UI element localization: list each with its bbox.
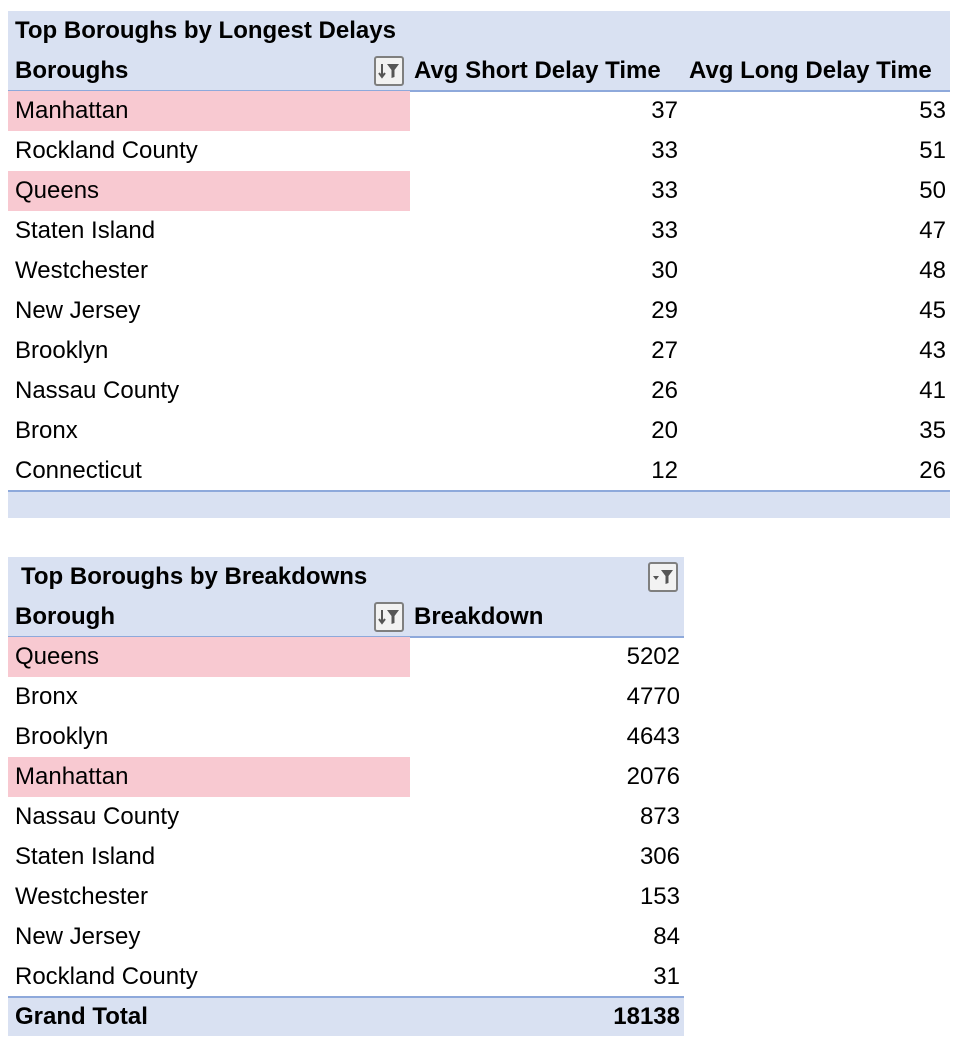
table-row[interactable]: Connecticut 12 26	[8, 451, 950, 491]
row-borough[interactable]: Brooklyn	[15, 337, 109, 364]
row-breakdown[interactable]: 84	[653, 923, 680, 950]
row-breakdown[interactable]: 153	[639, 883, 680, 910]
row-borough[interactable]: Rockland County	[15, 137, 198, 164]
row-avg-short[interactable]: 12	[651, 457, 678, 484]
row-borough[interactable]: Nassau County	[15, 377, 180, 404]
row-avg-short[interactable]: 29	[651, 297, 678, 324]
table-row[interactable]: Rockland County 31	[8, 957, 684, 997]
row-breakdown[interactable]: 306	[639, 843, 680, 870]
row-breakdown[interactable]: 4770	[626, 683, 680, 710]
row-borough[interactable]: Westchester	[15, 883, 148, 910]
sort-filter-glyph	[378, 610, 399, 625]
row-borough[interactable]: Nassau County	[15, 803, 180, 830]
row-avg-short[interactable]: 20	[651, 417, 678, 444]
table-row[interactable]: Queens 5202	[8, 637, 684, 677]
row-borough[interactable]: Queens	[8, 637, 410, 677]
row-avg-long[interactable]: 43	[919, 337, 946, 364]
table-row[interactable]: Staten Island 33 47	[8, 211, 950, 251]
table-row[interactable]: Staten Island 306	[8, 837, 684, 877]
row-avg-long[interactable]: 35	[919, 417, 946, 444]
table-row[interactable]: Nassau County 873	[8, 797, 684, 837]
row-breakdown[interactable]: 873	[639, 803, 680, 830]
column-header-breakdown[interactable]: Breakdown	[414, 603, 544, 630]
row-avg-long[interactable]: 53	[919, 97, 946, 124]
breakdowns-pivot-table: Top Boroughs by Breakdowns Borough Break…	[8, 557, 684, 1036]
pivot-title: Top Boroughs by Longest Delays	[15, 17, 396, 44]
row-avg-long[interactable]: 50	[919, 177, 946, 204]
row-breakdown[interactable]: 2076	[626, 763, 680, 790]
row-breakdown[interactable]: 5202	[626, 643, 680, 670]
row-borough[interactable]: Bronx	[15, 417, 78, 444]
row-avg-short[interactable]: 30	[651, 257, 678, 284]
pivot-footer-band	[8, 492, 950, 518]
delays-pivot-table: Top Boroughs by Longest Delays Boroughs …	[8, 11, 950, 518]
table-row[interactable]: Bronx 4770	[8, 677, 684, 717]
row-borough[interactable]: New Jersey	[15, 297, 141, 324]
grand-total-value[interactable]: 18138	[613, 1003, 680, 1030]
table-row[interactable]: Brooklyn 27 43	[8, 331, 950, 371]
pivot-title-row: Top Boroughs by Longest Delays	[8, 11, 950, 51]
pivot-title-row: Top Boroughs by Breakdowns	[8, 557, 684, 597]
row-avg-short[interactable]: 26	[651, 377, 678, 404]
table-row[interactable]: New Jersey 84	[8, 917, 684, 957]
sort-filter-icon[interactable]	[374, 56, 404, 86]
column-header-boroughs[interactable]: Boroughs	[15, 57, 129, 84]
row-breakdown[interactable]: 4643	[626, 723, 680, 750]
grand-total-label[interactable]: Grand Total	[15, 1003, 148, 1030]
sort-filter-glyph	[378, 64, 399, 79]
row-avg-long[interactable]: 45	[919, 297, 946, 324]
row-avg-short[interactable]: 33	[651, 137, 678, 164]
row-borough[interactable]: New Jersey	[15, 923, 141, 950]
table-row[interactable]: Nassau County 26 41	[8, 371, 950, 411]
row-avg-short[interactable]: 27	[651, 337, 678, 364]
table-row[interactable]: Manhattan 2076	[8, 757, 684, 797]
row-borough[interactable]: Manhattan	[8, 757, 410, 797]
row-breakdown[interactable]: 31	[653, 963, 680, 990]
row-borough[interactable]: Brooklyn	[15, 723, 109, 750]
row-borough[interactable]: Staten Island	[15, 217, 156, 244]
row-borough[interactable]: Rockland County	[15, 963, 198, 990]
pivot-header-row: Boroughs Avg Short Delay Time Avg Long D…	[8, 51, 950, 91]
sort-filter-icon[interactable]	[374, 602, 404, 632]
row-avg-long[interactable]: 47	[919, 217, 946, 244]
table-row[interactable]: Manhattan 37 53	[8, 91, 950, 131]
row-avg-long[interactable]: 48	[919, 257, 946, 284]
table-row[interactable]: Brooklyn 4643	[8, 717, 684, 757]
row-borough[interactable]: Bronx	[15, 683, 78, 710]
row-borough[interactable]: Queens	[8, 171, 410, 211]
table-row[interactable]: New Jersey 29 45	[8, 291, 950, 331]
column-header-avg-short[interactable]: Avg Short Delay Time	[414, 57, 661, 84]
row-borough[interactable]: Manhattan	[8, 91, 410, 131]
row-borough[interactable]: Staten Island	[15, 843, 156, 870]
pivot-header-row: Borough Breakdown	[8, 597, 684, 637]
grand-total-row[interactable]: Grand Total 18138	[8, 998, 684, 1036]
table-row[interactable]: Rockland County 33 51	[8, 131, 950, 171]
row-avg-long[interactable]: 51	[919, 137, 946, 164]
table-row[interactable]: Westchester 153	[8, 877, 684, 917]
pivot-body: Queens 5202 Bronx 4770 Brooklyn 4643 Man…	[8, 637, 684, 997]
header-divider	[8, 90, 950, 92]
table-row[interactable]: Bronx 20 35	[8, 411, 950, 451]
column-header-avg-long[interactable]: Avg Long Delay Time	[689, 57, 932, 84]
row-borough[interactable]: Connecticut	[15, 457, 142, 484]
filter-dropdown-icon[interactable]	[648, 562, 678, 592]
pivot-title: Top Boroughs by Breakdowns	[21, 563, 368, 590]
row-avg-long[interactable]: 26	[919, 457, 946, 484]
row-avg-long[interactable]: 41	[919, 377, 946, 404]
row-avg-short[interactable]: 37	[651, 97, 678, 124]
filter-dropdown-glyph	[653, 570, 673, 584]
row-avg-short[interactable]: 33	[651, 217, 678, 244]
row-borough[interactable]: Westchester	[15, 257, 148, 284]
table-row[interactable]: Queens 33 50	[8, 171, 950, 211]
footer-divider	[8, 490, 950, 492]
table-row[interactable]: Westchester 30 48	[8, 251, 950, 291]
grand-total-divider	[8, 996, 684, 998]
row-avg-short[interactable]: 33	[651, 177, 678, 204]
column-header-borough[interactable]: Borough	[15, 603, 115, 630]
pivot-body: Manhattan 37 53 Rockland County 33 51 Qu…	[8, 91, 950, 491]
